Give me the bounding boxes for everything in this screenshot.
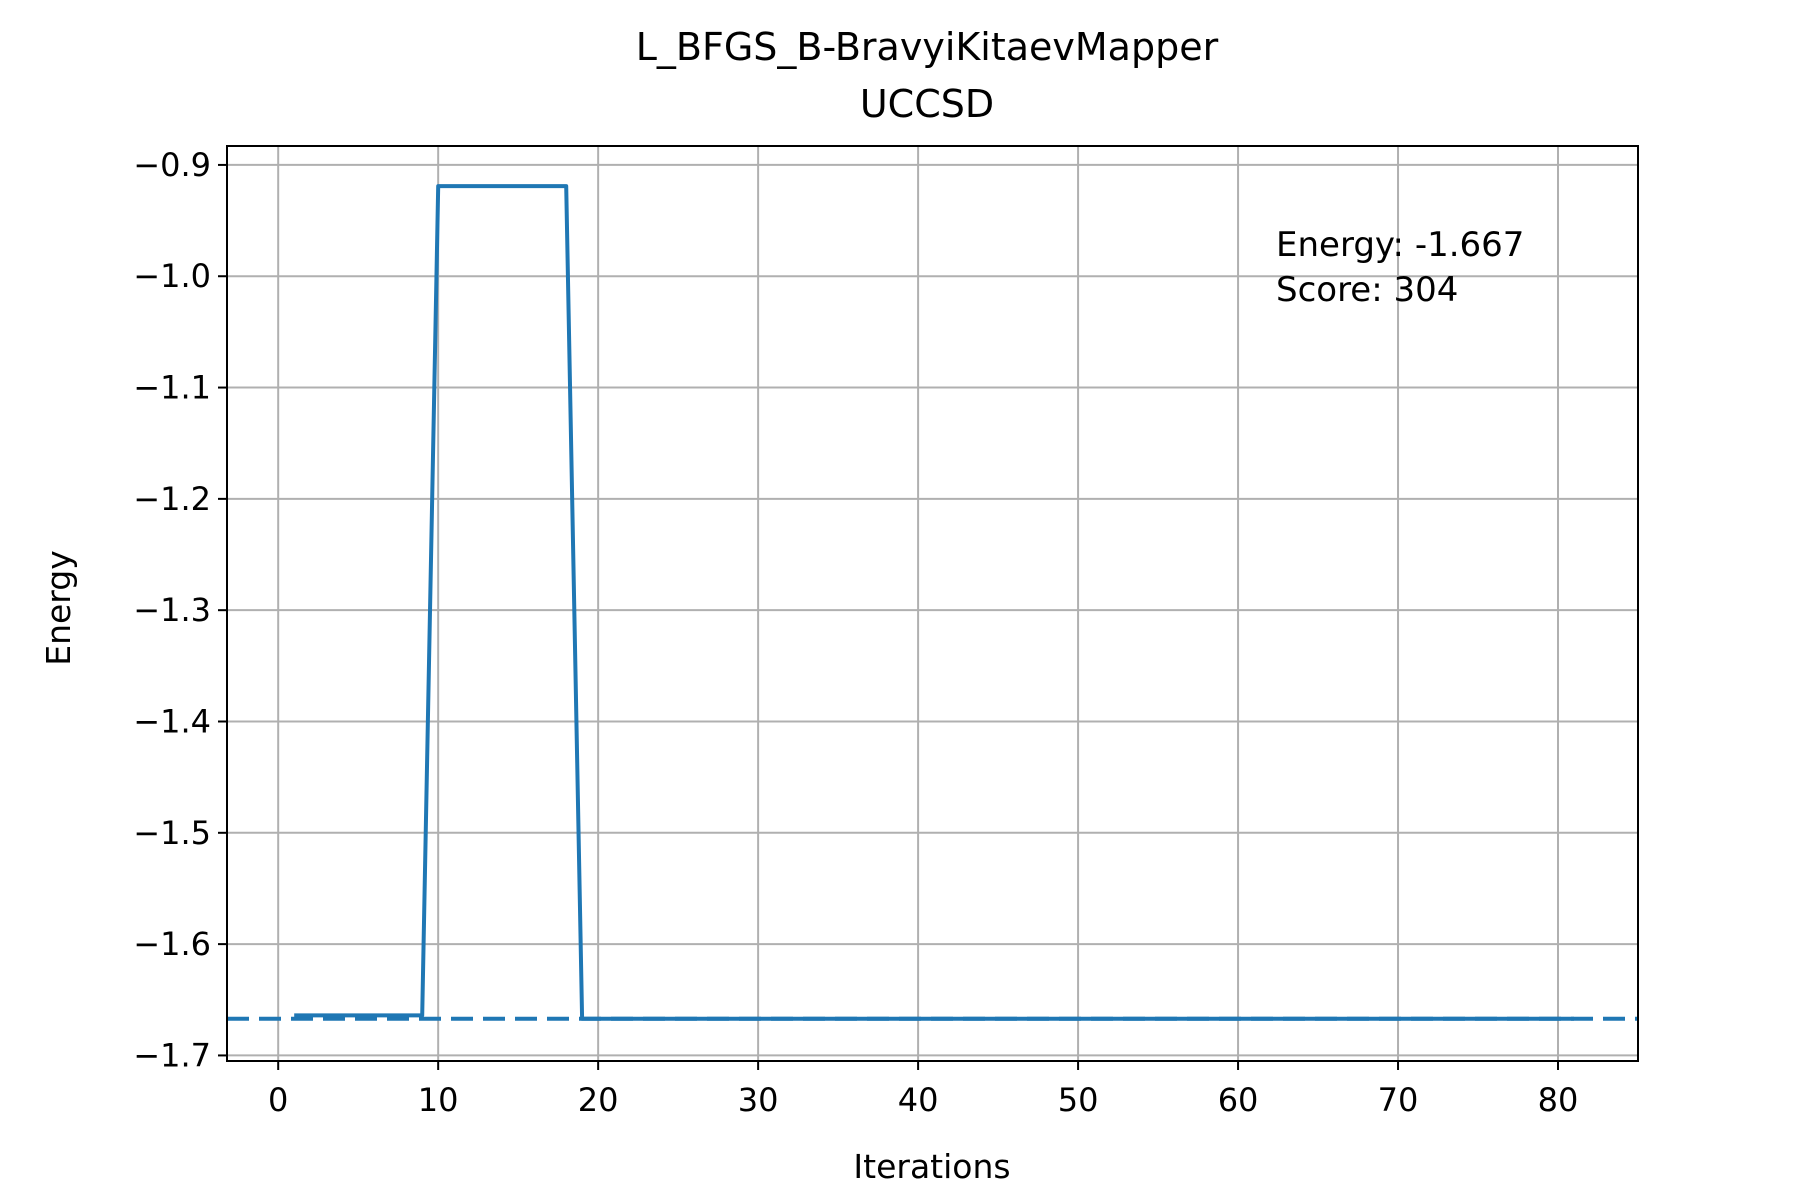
y-tick-label: −1.0 — [133, 257, 211, 295]
x-tick-label: 70 — [1378, 1081, 1419, 1119]
y-tick-label: −1.3 — [133, 591, 211, 629]
x-tick-label: 20 — [578, 1081, 619, 1119]
x-tick-label: 50 — [1058, 1081, 1099, 1119]
score-annotation: Score: 304 — [1276, 270, 1458, 310]
x-tick-label: 80 — [1538, 1081, 1579, 1119]
y-tick-label: −1.4 — [133, 702, 211, 740]
x-tick-label: 60 — [1218, 1081, 1259, 1119]
chart-title: L_BFGS_B-BravyiKitaevMapper — [636, 25, 1219, 69]
x-tick-label: 10 — [418, 1081, 459, 1119]
x-tick-label: 40 — [898, 1081, 939, 1119]
series-group — [294, 184, 1574, 1021]
y-axis-label: Energy — [39, 550, 78, 666]
y-tick-label: −1.7 — [133, 1036, 211, 1074]
y-tick-label: −1.1 — [133, 369, 211, 407]
x-tick-label: 30 — [738, 1081, 779, 1119]
y-tick-label: −1.6 — [133, 925, 211, 963]
x-axis: 0 10 20 30 40 50 60 70 80 — [268, 1061, 1578, 1119]
y-tick-label: −1.2 — [133, 480, 211, 518]
y-tick-label: −0.9 — [133, 146, 211, 184]
energy-annotation: Energy: -1.667 — [1276, 225, 1524, 265]
plot-frame — [226, 145, 1639, 1062]
y-tick-label: −1.5 — [133, 814, 211, 852]
grid-lines — [227, 146, 1638, 1061]
chart-subtitle: UCCSD — [860, 82, 994, 126]
x-axis-label: Iterations — [853, 1147, 1010, 1186]
y-axis: −0.9 −1.0 −1.1 −1.2 −1.3 −1.4 −1.5 −1.6 −1.7 — [133, 146, 227, 1074]
energy-series-line — [294, 184, 1574, 1021]
x-tick-label: 0 — [268, 1081, 288, 1119]
